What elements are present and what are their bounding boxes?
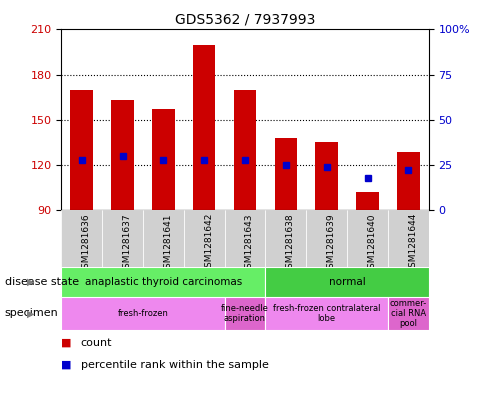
Text: normal: normal (329, 277, 366, 287)
FancyBboxPatch shape (266, 267, 429, 297)
Text: ▶: ▶ (27, 277, 34, 287)
Text: GDS5362 / 7937993: GDS5362 / 7937993 (175, 13, 315, 27)
Text: GSM1281641: GSM1281641 (163, 213, 172, 274)
Text: fine-needle
aspiration: fine-needle aspiration (221, 304, 269, 323)
Text: GSM1281640: GSM1281640 (368, 213, 376, 274)
Bar (152, 109, 174, 210)
FancyBboxPatch shape (347, 210, 388, 267)
Text: GSM1281639: GSM1281639 (327, 213, 336, 274)
Bar (111, 100, 134, 210)
Bar (356, 192, 379, 210)
Text: GSM1281642: GSM1281642 (204, 213, 213, 274)
FancyBboxPatch shape (61, 267, 266, 297)
Bar (193, 44, 216, 210)
Text: commer-
cial RNA
pool: commer- cial RNA pool (390, 299, 427, 328)
FancyBboxPatch shape (266, 297, 388, 330)
Text: ■: ■ (61, 338, 72, 348)
Text: specimen: specimen (5, 309, 59, 318)
Bar (397, 151, 419, 210)
Text: ■: ■ (61, 360, 72, 369)
Text: disease state: disease state (5, 277, 79, 287)
Bar (274, 138, 297, 210)
FancyBboxPatch shape (102, 210, 143, 267)
FancyBboxPatch shape (143, 210, 184, 267)
FancyBboxPatch shape (388, 210, 429, 267)
Text: GSM1281636: GSM1281636 (82, 213, 91, 274)
FancyBboxPatch shape (224, 210, 266, 267)
FancyBboxPatch shape (306, 210, 347, 267)
FancyBboxPatch shape (61, 210, 102, 267)
FancyBboxPatch shape (388, 297, 429, 330)
Text: ▶: ▶ (27, 309, 34, 318)
Text: GSM1281638: GSM1281638 (286, 213, 295, 274)
Text: GSM1281644: GSM1281644 (408, 213, 417, 274)
Text: fresh-frozen contralateral
lobe: fresh-frozen contralateral lobe (273, 304, 380, 323)
FancyBboxPatch shape (184, 210, 224, 267)
Bar (71, 90, 93, 210)
Text: percentile rank within the sample: percentile rank within the sample (81, 360, 269, 369)
Bar (316, 143, 338, 210)
Text: GSM1281637: GSM1281637 (122, 213, 131, 274)
Text: count: count (81, 338, 112, 348)
FancyBboxPatch shape (224, 297, 266, 330)
FancyBboxPatch shape (266, 210, 306, 267)
Text: anaplastic thyroid carcinomas: anaplastic thyroid carcinomas (85, 277, 242, 287)
Bar (234, 90, 256, 210)
Text: fresh-frozen: fresh-frozen (118, 309, 169, 318)
Text: GSM1281643: GSM1281643 (245, 213, 254, 274)
FancyBboxPatch shape (61, 297, 224, 330)
